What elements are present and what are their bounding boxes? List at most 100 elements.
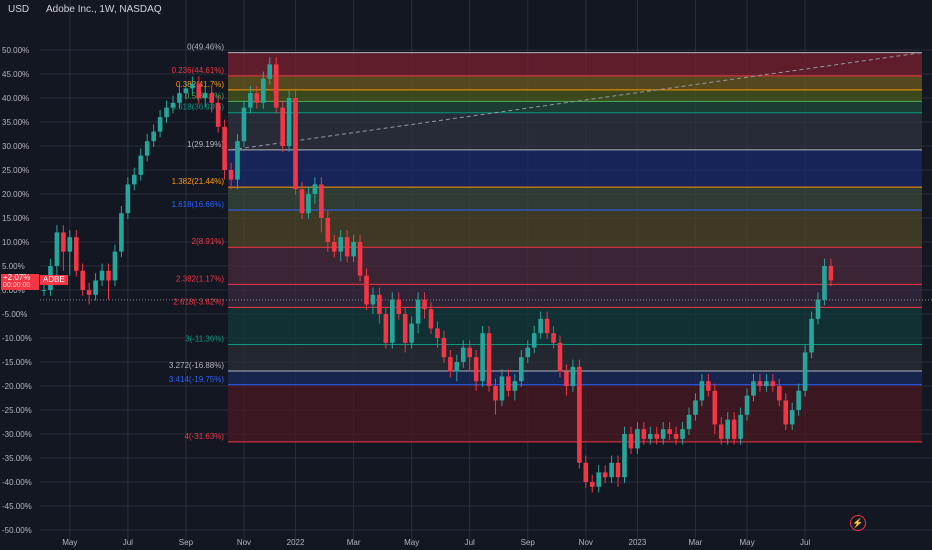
candle-body [377,294,382,314]
candle-body [531,333,537,348]
candle-body [809,318,814,353]
fib-level-label: 2.618(-3.62%) [173,297,224,306]
candle-body [822,266,827,300]
candle-body [770,381,776,386]
lightning-icon[interactable]: ⚡ [850,515,866,531]
candle-body [699,381,705,401]
candle-body [486,333,492,386]
symbol-tag: ADBE [40,275,68,285]
x-axis-tick: May [404,538,419,547]
candle-body [293,98,298,190]
candle-body [525,347,531,358]
x-axis-tick: Mar [347,538,361,547]
candle-body [73,237,79,271]
candle-body [344,237,350,257]
candle-body [667,429,672,434]
fib-band [228,284,923,308]
candle-body [557,342,563,372]
candle-body [396,299,402,314]
candle-body [519,357,524,382]
y-axis-tick: 50.00% [2,46,29,55]
fib-level-label: 3.414(-19.75%) [169,375,224,384]
fib-level-label: 2.382(1.17%) [176,274,224,283]
candle-body [480,333,485,382]
x-axis-tick: Jul [465,538,475,547]
fib-band [228,112,923,150]
candle-body [241,107,247,142]
candle-body [286,98,292,146]
fib-level-label: 0.236(44.61%) [172,66,225,75]
candle-body [428,309,434,329]
candle-body [325,218,331,242]
candle-body [106,270,111,281]
candle-body [764,381,769,386]
candle-body [422,299,427,310]
y-axis-tick: -30.00% [2,430,32,439]
candle-body [370,294,376,305]
candle-body [202,93,208,98]
y-axis-tick: -45.00% [2,502,32,511]
fib-trend-line [230,52,923,151]
candle-body [577,366,582,463]
fib-level-label: 1.618(16.66%) [172,200,225,209]
candle-body [815,299,821,319]
candle-body [751,381,756,396]
candle-body [41,290,47,291]
currency-label: USD [8,4,30,15]
candle-body [544,318,550,334]
candle-body [596,472,601,487]
candle-body [796,390,801,410]
candle-body [744,395,750,415]
candle-body [93,280,98,295]
candle-body [99,270,105,281]
candle-body [706,381,711,391]
candle-body [583,462,589,482]
candle-body [61,232,66,252]
candle-body [654,434,660,439]
fib-band [228,307,923,345]
candle-body [589,482,595,487]
candle-body [357,242,363,276]
candle-body [409,323,414,343]
x-axis-tick: Mar [689,538,703,547]
candle-body [680,429,685,439]
x-axis-tick: 2022 [287,538,305,547]
candle-body [415,299,421,324]
candle-body [648,434,653,439]
fib-band [228,89,923,102]
candle-body [738,414,743,439]
candle-body [235,141,240,180]
candle-body [170,102,176,108]
candle-body [802,352,808,391]
candle-body [660,429,666,439]
candle-body [319,184,324,218]
candle-body [383,314,389,343]
candle-body [551,333,556,343]
candle-body [261,78,266,103]
candle-body [331,242,337,252]
candle-body [693,400,698,415]
candle-body [209,93,214,103]
candle-body [228,170,234,180]
candle-body [635,429,640,449]
candle-body [144,141,150,156]
candle-body [454,362,460,372]
candle-body [757,381,763,386]
y-axis-tick: -10.00% [2,334,32,343]
fib-band [228,52,923,76]
chart-title: Adobe Inc., 1W, NASDAQ [46,4,162,15]
candle-body [80,270,85,290]
candle-body [493,386,498,401]
candle-body [177,93,182,103]
candle-body [538,318,543,334]
fib-level-label: 3(-11.36%) [185,335,224,344]
candle-body [609,462,614,478]
candle-body [196,83,202,98]
candle-body [448,357,453,372]
fib-level-label: 0.618(36.93%) [172,103,225,112]
candle-body [441,338,447,358]
candle-body [512,381,518,391]
candle-body [125,184,131,214]
x-axis-tick: Jul [800,538,810,547]
